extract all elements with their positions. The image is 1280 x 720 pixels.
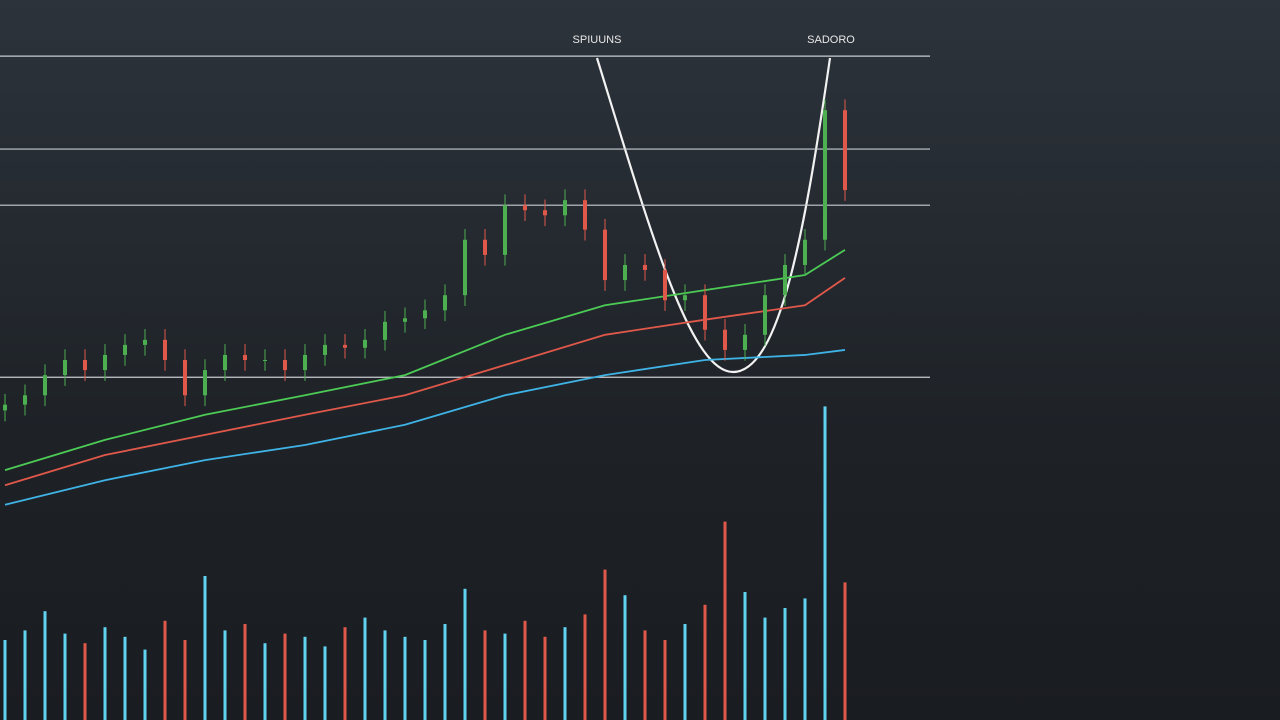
volume-bar [163,620,167,720]
candle-body [783,264,787,296]
volume-bar [343,627,347,720]
candle-body [323,344,327,355]
candle-body [163,339,167,360]
candle-body [843,110,847,191]
volume-bar [823,406,827,720]
candle-body [483,239,487,255]
candle-body [523,205,527,211]
candle-body [383,321,387,340]
candle-body [283,360,287,371]
candle-body [663,270,667,301]
candle-body [343,344,347,348]
candle-body [803,239,807,265]
volume-bar [243,624,247,720]
volume-bar [443,624,447,720]
candle-body [423,310,427,319]
volume-bar [603,569,607,720]
candle-body [643,264,647,270]
volume-bar [703,604,707,720]
volume-bar [743,592,747,720]
moving-average-line [4,277,846,487]
candle-body [823,110,827,240]
volume-bar [803,598,807,720]
candle-body [243,354,247,360]
candle-body [603,229,607,281]
volume-bar [543,636,547,720]
volume-bar [463,588,467,720]
volume-bar [323,646,327,720]
volume-bar [303,636,307,720]
volume-bar [783,608,787,720]
candle-body [443,295,447,311]
volume-bar [263,643,267,720]
volume-bar [363,617,367,720]
u-curve-drawing [595,57,832,374]
volume-bar [843,582,847,720]
volume-bar [103,627,107,720]
volume-bar [483,630,487,720]
candle-body [543,210,547,216]
candle-body [683,295,687,301]
candle-body [183,360,187,396]
volume-bar [383,630,387,720]
annotation-label: SADORO [807,34,855,46]
candle-body [403,318,407,322]
candle-body [83,360,87,371]
volume-bar [143,649,147,720]
volume-bar [643,630,647,720]
candle-body [363,339,367,348]
volume-bar [63,633,67,720]
volume-bar [423,640,427,720]
candle-body [463,239,467,296]
volume-bar [763,617,767,720]
volume-bar [523,620,527,720]
volume-bar [83,643,87,720]
candle-body [43,375,47,396]
volume-bar [283,633,287,720]
candle-body [203,370,207,396]
candle-body [763,295,767,335]
annotation-label: SPIUUNS [573,34,622,46]
volume-bar [403,636,407,720]
volume-bar [663,640,667,720]
candle-body [703,295,707,330]
candle-body [103,354,107,371]
volume-bar [723,521,727,720]
candle-body [23,395,27,405]
volume-bar [583,614,587,720]
candle-body [723,329,727,350]
candle-body [143,339,147,345]
volume-bar [123,636,127,720]
volume-bar [203,576,207,720]
volume-bar [223,630,227,720]
volume-bar [503,633,507,720]
candle-body [503,205,507,255]
candle-body [623,264,627,281]
volume-bar [683,624,687,720]
volume-bar [23,630,27,720]
moving-average-line [4,349,846,506]
candle-body [3,404,7,411]
candle-body [583,200,587,230]
moving-average-line [4,249,846,472]
candle-body [223,354,227,371]
candle-body [263,360,267,361]
volume-bar [183,640,187,720]
volume-bar [43,611,47,720]
volume-bar [623,595,627,720]
candle-body [563,200,567,216]
candle-body [63,360,67,376]
volume-bar [3,640,7,720]
volume-bar [563,627,567,720]
candle-body [123,344,127,355]
candle-body [743,334,747,350]
candle-body [303,354,307,371]
